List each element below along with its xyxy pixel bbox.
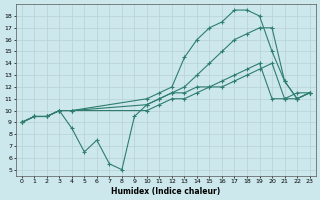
- X-axis label: Humidex (Indice chaleur): Humidex (Indice chaleur): [111, 187, 220, 196]
